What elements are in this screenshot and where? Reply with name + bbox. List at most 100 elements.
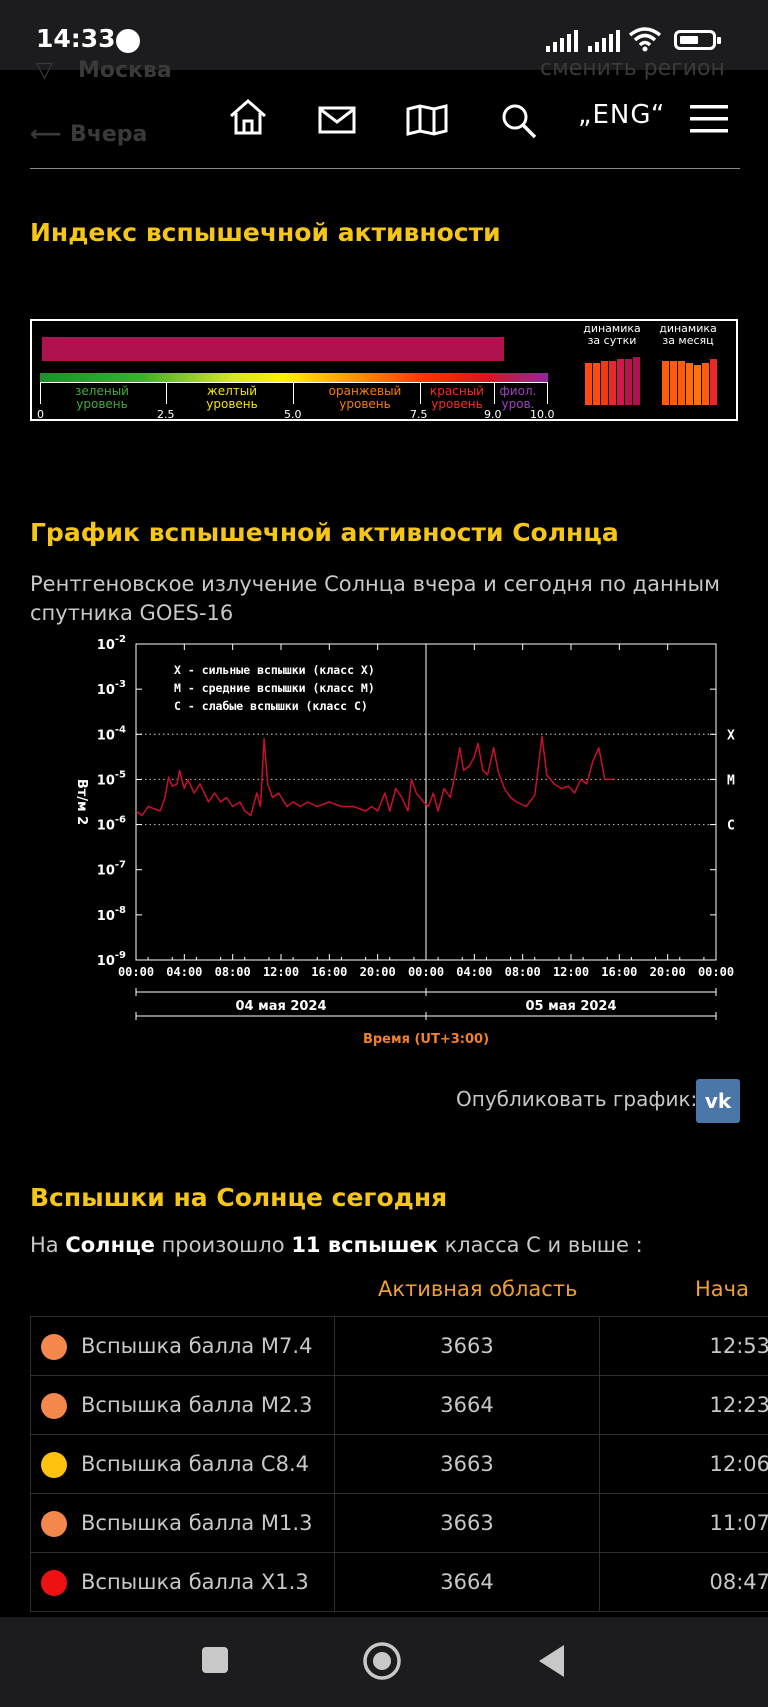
flux-series-line (135, 735, 614, 817)
flare-row[interactable]: Вспышка балла X1.3 3664 08:47 (30, 1552, 768, 1611)
region-chevron-icon[interactable]: ▽ (36, 58, 53, 83)
index-scale-gradient (40, 373, 548, 382)
intro-prefix: На (30, 1233, 66, 1257)
scale-tick (40, 382, 41, 404)
y-tick-label: 10-7 (97, 860, 126, 879)
signal-icon-2 (588, 30, 620, 52)
x-tick-label: 00:00 (698, 965, 734, 979)
home-button[interactable] (362, 1641, 402, 1681)
system-nav-bar (0, 1617, 768, 1707)
map-icon[interactable] (406, 104, 448, 136)
flare-name[interactable]: Вспышка балла M7.4 (81, 1334, 313, 1358)
flare-start: 12:23 (709, 1393, 768, 1417)
x-tick-label: 04:00 (166, 965, 202, 979)
table-bottom-border (30, 1611, 768, 1612)
flare-region: 3663 (335, 1435, 600, 1493)
chart-description: Рентгеновское излучение Солнца вчера и с… (30, 572, 720, 625)
level-violet: фиол. уров. (494, 385, 542, 411)
class-level-label: X (727, 728, 735, 743)
dyn-month-bars (662, 359, 717, 405)
flare-row[interactable]: Вспышка балла M7.4 3663 12:53 (30, 1316, 768, 1375)
scale-tick (420, 382, 421, 404)
x-tick-label: 04:00 (456, 965, 492, 979)
flare-region: 3664 (335, 1376, 600, 1434)
change-region-link[interactable]: сменить регион (540, 56, 725, 81)
class-level-label: C (727, 819, 735, 834)
x-tick-label: 12:00 (553, 965, 589, 979)
vk-share-button[interactable]: vk (696, 1079, 740, 1123)
flare-index-widget: зеленый уровень желтый уровень оранжевый… (30, 319, 738, 421)
scale-tick (166, 382, 167, 404)
x-tick-label: 00:00 (118, 965, 154, 979)
dyn-day-bars (585, 357, 640, 405)
col-header-region[interactable]: Активная область (378, 1277, 578, 1301)
scale-tick-label: 5.0 (284, 408, 302, 421)
vk-icon: vk (704, 1089, 732, 1113)
back-button[interactable] (536, 1643, 566, 1679)
y-tick-label: 10-6 (97, 815, 126, 834)
scale-tick-label: 10.0 (530, 408, 555, 421)
x-tick-label: 08:00 (215, 965, 251, 979)
back-link[interactable]: Вчера (70, 122, 148, 147)
level-red-line1: красный (430, 384, 484, 398)
xray-flux-chart[interactable]: X M C 10-2 10-3 10-4 10-5 10-6 10-7 10-8 10-9 00:00… (60, 630, 740, 1060)
dyn-day-title: динамика за сутки (577, 323, 647, 347)
y-tick-label: 10-4 (97, 724, 126, 743)
level-yellow-line2: уровень (206, 397, 258, 411)
flares-title: Вспышки на Солнце сегодня (30, 1183, 448, 1212)
flare-name-cell: Вспышка балла X1.3 (30, 1553, 335, 1611)
index-scale-line (40, 382, 548, 383)
scale-tick (293, 382, 294, 404)
y-axis-label: Вт/м 2 (74, 779, 89, 825)
recents-button[interactable] (202, 1647, 228, 1673)
level-violet-line1: фиол. (499, 384, 537, 398)
flare-row[interactable]: Вспышка балла C8.4 3663 12:06 (30, 1434, 768, 1493)
level-green-line1: зеленый (75, 384, 129, 398)
home-icon[interactable] (228, 98, 268, 136)
dyn-day-line2: за сутки (587, 334, 637, 347)
intro-sun: Солнце (65, 1233, 155, 1257)
y-tick-label: 10-8 (97, 905, 126, 924)
x-tick-label: 20:00 (650, 965, 686, 979)
x-tick-label: 16:00 (311, 965, 347, 979)
y-tick-label: 10-5 (97, 769, 126, 788)
flare-class-dot-icon (41, 1452, 67, 1478)
signal-icon (546, 30, 578, 52)
class-level-label: M (727, 773, 735, 788)
flare-row[interactable]: Вспышка балла M1.3 3663 11:07 (30, 1493, 768, 1552)
flare-start: 12:53 (709, 1334, 768, 1358)
flare-name-cell: Вспышка балла M2.3 (30, 1376, 335, 1434)
legend-entry: M - средние вспышки (класс M) (174, 681, 375, 695)
flare-name[interactable]: Вспышка балла M2.3 (81, 1393, 313, 1417)
x-tick-label: 08:00 (505, 965, 541, 979)
x-tick-label: 16:00 (601, 965, 637, 979)
status-time: 14:33 (36, 24, 116, 53)
wifi-icon (628, 27, 662, 52)
flare-name[interactable]: Вспышка балла X1.3 (81, 1570, 309, 1594)
scale-tick-label: 0 (37, 408, 44, 421)
back-arrow-icon[interactable]: ⟵ (30, 122, 62, 147)
col-header-start[interactable]: Нача (695, 1277, 749, 1301)
index-title: Индекс вспышечной активности (30, 218, 501, 247)
level-orange-line1: оранжевый (328, 384, 402, 398)
publish-label: Опубликовать график: (456, 1087, 698, 1111)
mail-icon[interactable] (318, 106, 356, 134)
region-city[interactable]: Москва (78, 58, 172, 83)
flare-region: 3664 (335, 1553, 600, 1611)
date-label: 05 мая 2024 (525, 999, 616, 1014)
flare-region: 3663 (335, 1317, 600, 1375)
header-divider (30, 168, 740, 169)
intro-count: 11 вспышек (291, 1233, 438, 1257)
lang-switch[interactable]: „ENG“ (578, 100, 666, 130)
search-icon[interactable] (500, 102, 538, 140)
level-red: красный уровень (420, 385, 494, 411)
menu-icon[interactable] (690, 104, 728, 134)
flare-row[interactable]: Вспышка балла M2.3 3664 12:23 (30, 1375, 768, 1434)
date-label: 04 мая 2024 (235, 999, 326, 1014)
flare-name[interactable]: Вспышка балла C8.4 (81, 1452, 309, 1476)
flare-start: 11:07 (709, 1511, 768, 1535)
dyn-month-title: динамика за месяц (653, 323, 723, 347)
x-tick-label: 12:00 (263, 965, 299, 979)
dyn-month-line1: динамика (659, 322, 717, 335)
flare-name[interactable]: Вспышка балла M1.3 (81, 1511, 313, 1535)
